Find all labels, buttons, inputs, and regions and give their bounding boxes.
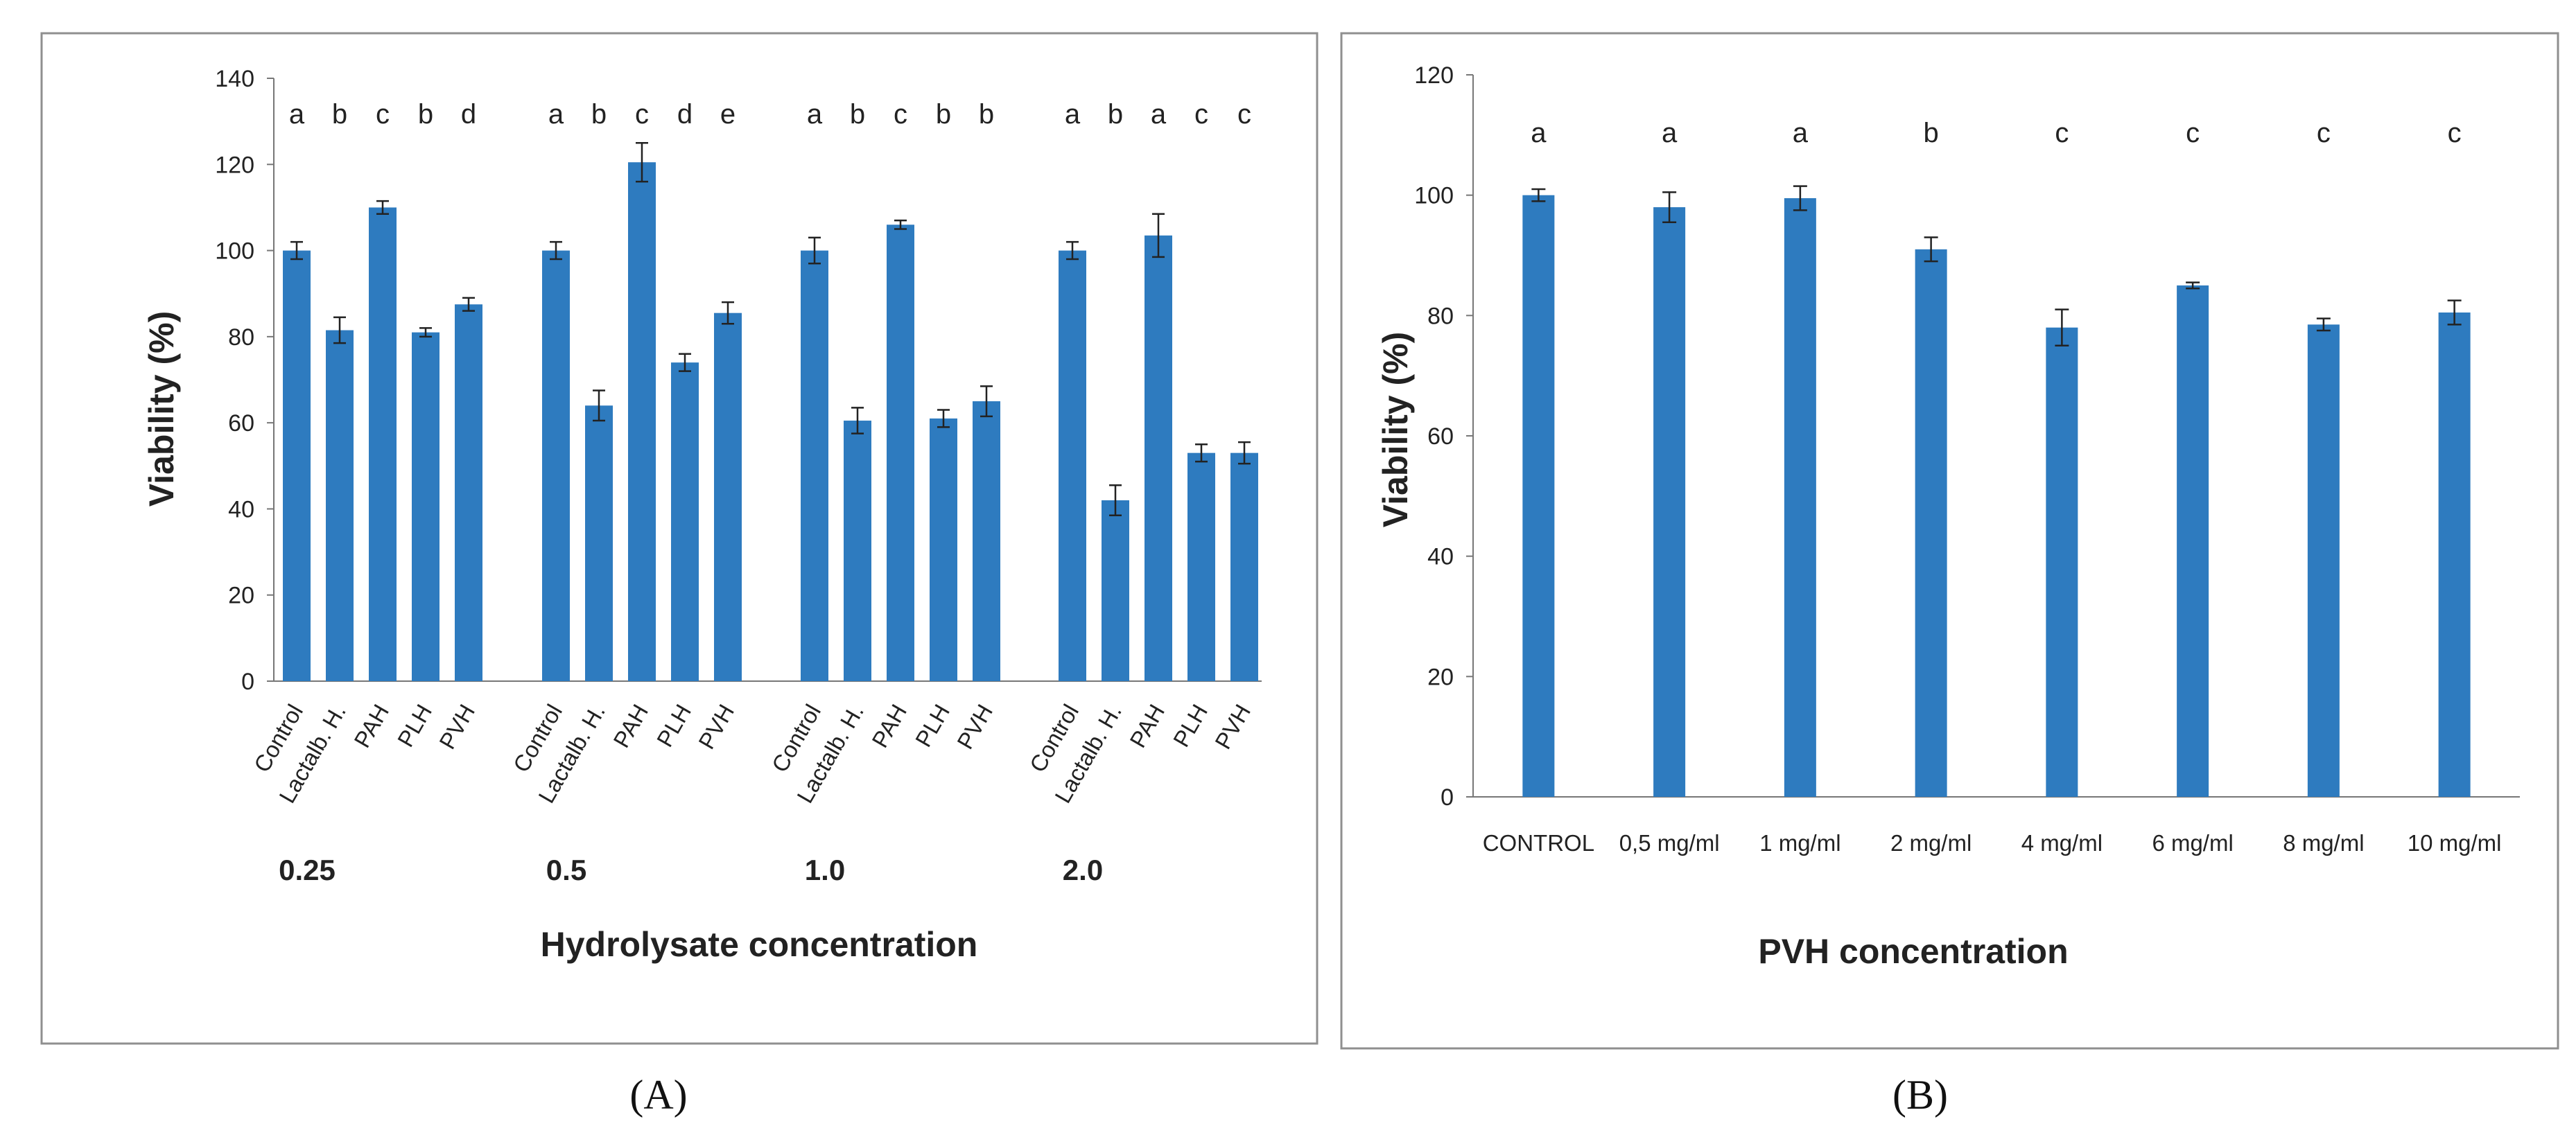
panel-b-category-label: 1 mg/ml [1759, 830, 1840, 856]
panel-b-category-label: CONTROL [1483, 830, 1594, 856]
panel-a-bar [671, 362, 699, 681]
panel-b-y-tick-label: 0 [1441, 784, 1454, 811]
panel-b-bar [1784, 198, 1816, 798]
panel-a-group-label: 0.5 [546, 854, 586, 886]
panel-b-category-label: 2 mg/ml [1890, 830, 1972, 856]
panel-b-y-tick-label: 100 [1414, 183, 1454, 209]
panel-a-bar [585, 405, 613, 681]
panel-a-significance-letter: b [418, 99, 433, 130]
panel-a-bar [714, 313, 742, 681]
panel-a-bar [628, 162, 656, 681]
panel-a-significance-letter: d [461, 99, 476, 130]
panel-a-significance-letter: b [1108, 99, 1123, 130]
panel-b-y-tick-label: 120 [1414, 62, 1454, 89]
panel-a-bar [1102, 500, 1129, 681]
panel-a-y-tick-label: 20 [228, 583, 254, 609]
panel-a-bar [973, 401, 1000, 681]
panel-b-bar [2438, 312, 2471, 797]
panel-a-significance-letter: c [635, 99, 649, 130]
panel-b-y-tick-label: 40 [1427, 544, 1454, 570]
panel-a-significance-letter: e [720, 99, 736, 130]
panel-a-y-axis-label: Viability (%) [142, 311, 181, 507]
panel-a-bar [844, 421, 871, 681]
panel-b-bar [1653, 207, 1686, 797]
panel-a-label: (A) [629, 1072, 687, 1118]
panel-a-significance-letter: c [1237, 99, 1251, 130]
panel-b-category-label: 4 mg/ml [2021, 830, 2103, 856]
panel-b-significance-letter: a [1793, 118, 1809, 148]
panel-a-significance-letter: a [548, 99, 564, 130]
panel-b-bar [1522, 195, 1555, 798]
panel-a-bar [326, 330, 354, 681]
panel-a-bar [412, 332, 440, 681]
panel-a-bar [455, 304, 482, 681]
panel-b-bar [1915, 249, 1947, 798]
panel-a-significance-letter: a [1151, 99, 1167, 130]
panel-a-significance-letter: a [289, 99, 305, 130]
panel-a-bar [801, 250, 828, 682]
panel-b-category-label: 8 mg/ml [2283, 830, 2364, 856]
panel-a-y-tick-label: 120 [215, 152, 254, 178]
panel-b-significance-letter: b [1924, 118, 1939, 148]
panel-b-plot: 0 20 40 60 80 100 120 a CONTROL a 0,5 mg/ml a 1 mg/m… [1414, 62, 2520, 856]
panel-a-significance-letter: b [332, 99, 347, 130]
panel-b-category-label: 0,5 mg/ml [1619, 830, 1720, 856]
panel-b-category-label: 10 mg/ml [2408, 830, 2502, 856]
panel-a-bar [1230, 452, 1258, 681]
panel-a-significance-letter: d [677, 99, 693, 130]
panel-b-y-tick-label: 80 [1427, 303, 1454, 329]
panel-a-y-tick-label: 60 [228, 410, 254, 437]
panel-a-bar [369, 207, 397, 681]
panel-b-y-tick-label: 20 [1427, 664, 1454, 690]
panel-a-significance-letter: b [850, 99, 865, 130]
panel-a-significance-letter: b [591, 99, 607, 130]
panel-a-bar [283, 250, 311, 682]
panel-a-group-label: 0.25 [279, 854, 336, 886]
panel-a-significance-letter: b [936, 99, 951, 130]
panel-b-x-axis-label: PVH concentration [1758, 932, 2068, 971]
panel-b-significance-letter: a [1662, 118, 1678, 148]
panel-a-x-axis-label: Hydrolysate concentration [541, 925, 978, 964]
panel-b-y-tick-label: 60 [1427, 423, 1454, 450]
panel-b-category-label: 6 mg/ml [2152, 830, 2233, 856]
panel-b-y-axis-label: Viability (%) [1376, 332, 1415, 527]
panel-a-group-label: 1.0 [805, 854, 845, 886]
panel-b-bar [2307, 324, 2340, 797]
panel-a-bar [1145, 235, 1172, 682]
panel-b-significance-letter: c [2317, 118, 2331, 148]
panel-b-significance-letter: c [2055, 118, 2069, 148]
panel-a-significance-letter: c [894, 99, 907, 130]
panel-a-significance-letter: a [807, 99, 823, 130]
panel-b-significance-letter: c [2186, 118, 2200, 148]
panel-a-group-label: 2.0 [1063, 854, 1103, 886]
panel-a-significance-letter: c [376, 99, 390, 130]
panel-b-bar [2046, 327, 2078, 797]
panel-b-significance-letter: c [2448, 118, 2462, 148]
panel-b-label: (B) [1892, 1072, 1948, 1118]
panel-a-y-tick-label: 80 [228, 324, 254, 351]
panel-a-bar [930, 418, 957, 681]
panel-a-bar [542, 250, 570, 682]
panel-a-significance-letter: b [979, 99, 994, 130]
panel-a-bar [887, 225, 914, 681]
panel-a-y-tick-label: 0 [241, 669, 254, 695]
panel-b-significance-letter: a [1531, 118, 1547, 148]
panel-a-bar [1187, 452, 1215, 681]
panel-a-y-tick-label: 140 [215, 66, 254, 92]
panel-a-significance-letter: c [1194, 99, 1208, 130]
panel-a-bar [1059, 250, 1086, 682]
panel-a-significance-letter: a [1065, 99, 1081, 130]
panel-b-bar [2177, 285, 2209, 798]
panel-a-y-tick-label: 40 [228, 496, 254, 522]
panel-a-y-tick-label: 100 [215, 238, 254, 265]
